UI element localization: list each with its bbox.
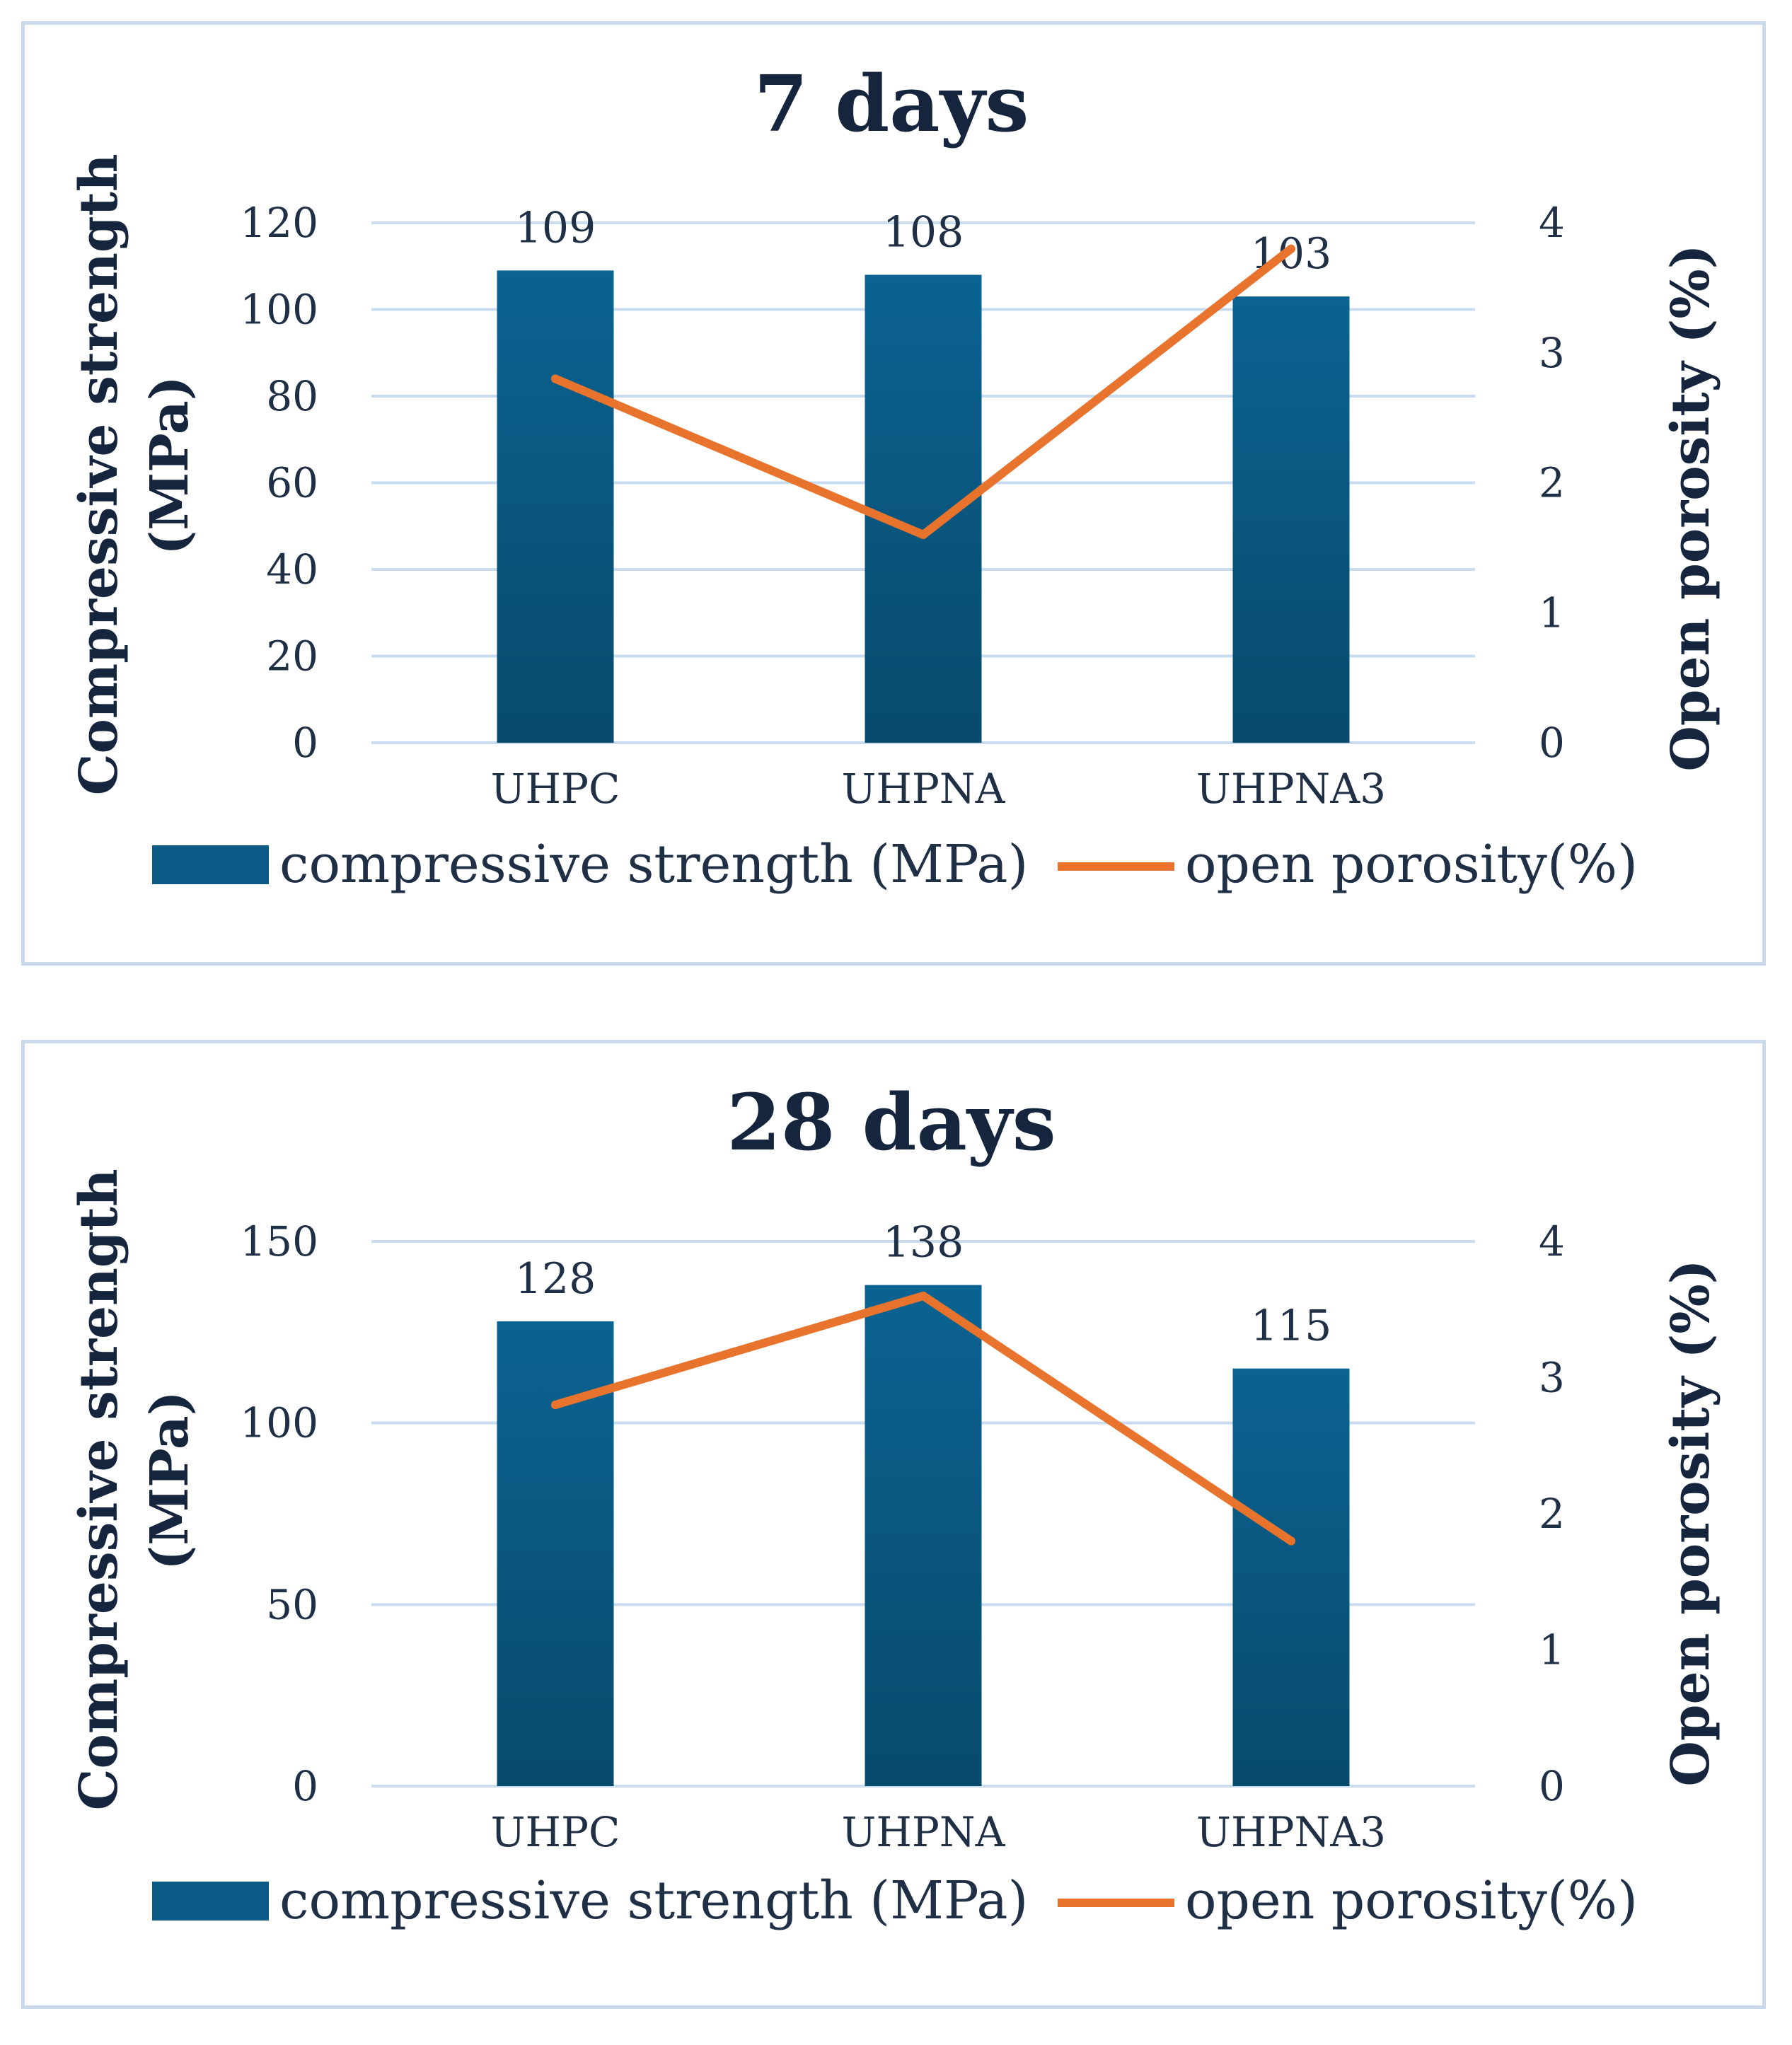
chart-title: 28 days xyxy=(727,1077,1056,1168)
y2-tick-label: 3 xyxy=(1539,329,1565,377)
y2-tick-label: 3 xyxy=(1539,1354,1565,1402)
y2-tick-label: 2 xyxy=(1539,1490,1565,1538)
legend: compressive strength (MPa) open porosity… xyxy=(152,1870,1638,1931)
open-porosity-point xyxy=(551,374,560,383)
bar-uhpna xyxy=(865,1285,982,1786)
x-tick-label: UHPNA3 xyxy=(1196,1808,1386,1856)
x-tick-label: UHPC xyxy=(491,1808,620,1856)
x-tick-label: UHPNA3 xyxy=(1196,765,1386,813)
y-tick-label: 100 xyxy=(240,1399,318,1447)
y2-tick-label: 0 xyxy=(1539,1762,1565,1810)
y-axis-title: Compressive strength (MPa) xyxy=(69,1151,200,1811)
chart-panel-7-days: 7 days Compressive strength (MPa) Open p… xyxy=(21,21,1766,966)
open-porosity-point xyxy=(919,1292,927,1300)
y2-tick-label: 0 xyxy=(1539,719,1565,767)
chart-panel-28-days: 28 days Compressive strength (MPa) Open … xyxy=(21,1040,1766,2009)
legend-swatch-compressive-strength xyxy=(152,845,269,884)
bar-uhpc xyxy=(497,1321,614,1786)
data-label: 128 xyxy=(515,1254,596,1304)
data-label: 138 xyxy=(883,1218,964,1268)
chart-7-days: 7 days Compressive strength (MPa) Open p… xyxy=(69,58,1721,895)
x-tick-label: UHPNA xyxy=(841,765,1005,813)
y2-tick-label: 4 xyxy=(1539,1217,1565,1265)
y-tick-label: 0 xyxy=(292,719,318,767)
data-label: 115 xyxy=(1251,1302,1332,1351)
chart-28-days: 28 days Compressive strength (MPa) Open … xyxy=(69,1077,1721,1931)
bar-uhpna xyxy=(865,274,982,743)
y-tick-label: 0 xyxy=(292,1762,318,1810)
bar-uhpna3 xyxy=(1232,1368,1350,1786)
y-axis-title-line-1: Compressive strength xyxy=(69,1169,129,1810)
open-porosity-point xyxy=(551,1401,560,1409)
open-porosity-point xyxy=(1287,1536,1295,1546)
y-tick-label: 80 xyxy=(266,372,318,420)
y2-tick-label: 1 xyxy=(1539,589,1565,637)
y-tick-label: 50 xyxy=(266,1580,318,1628)
y-axis-title-line-2: (MPa) xyxy=(139,1391,200,1570)
legend-label-open-porosity: open porosity(%) xyxy=(1185,1870,1638,1931)
legend-swatch-compressive-strength xyxy=(152,1882,269,1921)
y2-axis-title: Open porosity (%) xyxy=(1660,244,1721,771)
x-tick-label: UHPNA xyxy=(841,1808,1005,1856)
y-tick-label: 150 xyxy=(240,1217,318,1265)
y-tick-label: 60 xyxy=(266,459,318,507)
legend-label-compressive-strength: compressive strength (MPa) xyxy=(279,1870,1028,1931)
y-axis-title-line-2: (MPa) xyxy=(139,376,200,555)
y-tick-label: 120 xyxy=(240,199,318,247)
y2-tick-label: 1 xyxy=(1539,1626,1565,1674)
legend-label-open-porosity: open porosity(%) xyxy=(1185,834,1638,895)
y-tick-label: 100 xyxy=(240,286,318,334)
y-tick-label: 20 xyxy=(266,632,318,680)
y2-tick-label: 4 xyxy=(1539,199,1565,247)
legend-label-compressive-strength: compressive strength (MPa) xyxy=(279,834,1028,895)
y2-axis-title: Open porosity (%) xyxy=(1660,1259,1721,1786)
y-axis-title: Compressive strength (MPa) xyxy=(69,136,200,796)
y-axis-title-line-1: Compressive strength xyxy=(69,153,129,795)
x-tick-label: UHPC xyxy=(491,765,620,813)
open-porosity-point xyxy=(919,531,927,539)
bar-uhpna3 xyxy=(1232,296,1350,743)
chart-title: 7 days xyxy=(754,58,1029,149)
bar-uhpc xyxy=(497,270,614,743)
plot-area: 0 50 100 150 0 1 2 3 4 128 138 115 UHPC UHPNA UHPNA3 xyxy=(240,1217,1565,1856)
data-label: 108 xyxy=(883,208,964,257)
legend: compressive strength (MPa) open porosity… xyxy=(152,834,1638,895)
y2-tick-label: 2 xyxy=(1539,459,1565,507)
open-porosity-point xyxy=(1287,244,1295,253)
y-tick-label: 40 xyxy=(266,545,318,593)
data-label: 109 xyxy=(515,203,596,253)
